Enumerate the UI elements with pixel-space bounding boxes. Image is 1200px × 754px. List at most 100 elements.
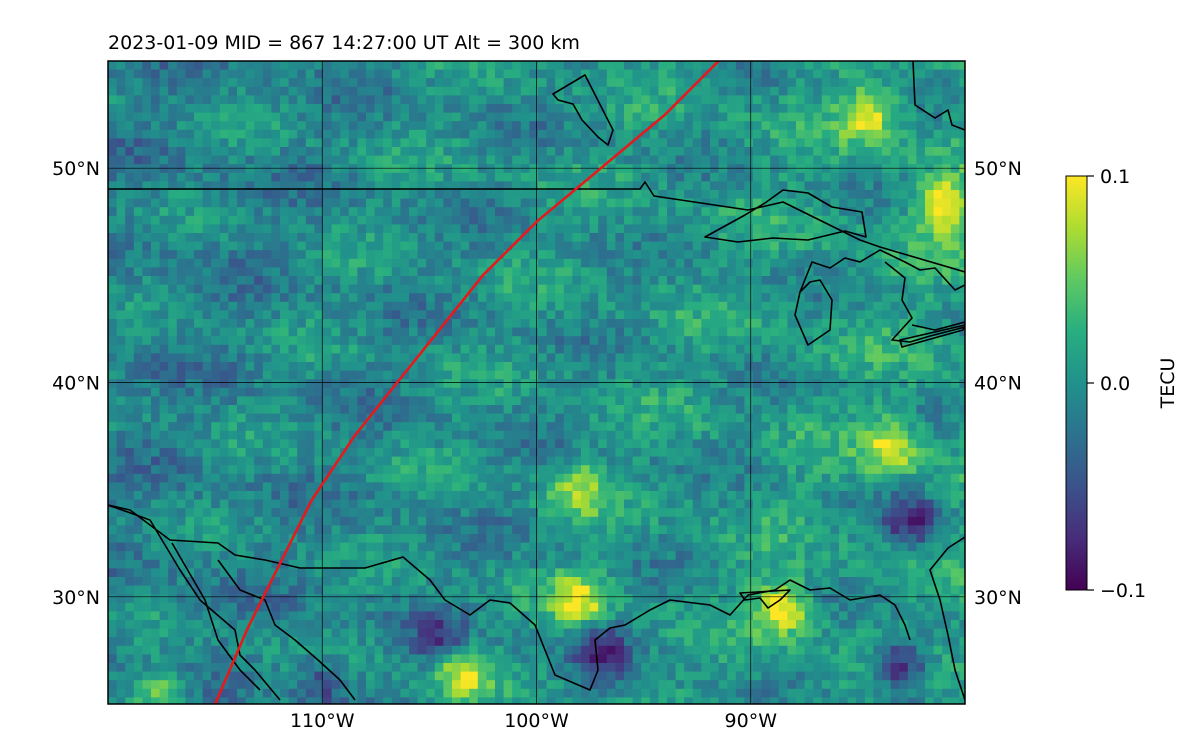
heatmap-cell [538, 430, 547, 440]
heatmap-cell [701, 267, 711, 277]
heatmap-cell [796, 267, 805, 277]
heatmap-cell [856, 413, 866, 423]
heatmap-cell [228, 284, 238, 294]
heatmap-cell [262, 215, 272, 225]
heatmap-cell [959, 258, 965, 268]
heatmap-cell [959, 473, 965, 483]
heatmap-cell [830, 190, 840, 199]
heatmap-cell [426, 112, 436, 122]
heatmap-cell [116, 258, 126, 268]
heatmap-cell [572, 258, 582, 268]
heatmap-cell [839, 121, 848, 131]
heatmap-cell [262, 301, 272, 311]
heatmap-cell [262, 413, 272, 423]
heatmap-cell [778, 379, 788, 389]
heatmap-cell [486, 413, 496, 423]
heatmap-cell [323, 456, 332, 466]
heatmap-cell [503, 276, 513, 285]
heatmap-cell [572, 129, 582, 139]
heatmap-cell [856, 86, 866, 96]
heatmap-cell [925, 267, 934, 277]
heatmap-cell [942, 353, 952, 363]
heatmap-cell [520, 198, 530, 208]
heatmap-cell [202, 233, 212, 242]
heatmap-cell [572, 319, 582, 328]
heatmap-cell [744, 344, 754, 354]
heatmap-cell [348, 155, 358, 165]
heatmap-cell [409, 61, 418, 70]
heatmap-cell [151, 190, 160, 199]
heatmap-cell [882, 327, 891, 337]
heatmap-cell [589, 284, 599, 294]
heatmap-cell [959, 379, 965, 389]
heatmap-cell [873, 215, 883, 225]
heatmap-cell [434, 138, 444, 148]
heatmap-cell [761, 301, 771, 311]
heatmap-cell [314, 207, 324, 217]
heatmap-cell [589, 370, 599, 380]
heatmap-cell [202, 121, 212, 131]
heatmap-cell [701, 241, 711, 251]
heatmap-cell [348, 95, 358, 105]
heatmap-cell [305, 181, 315, 191]
heatmap-cell [787, 362, 797, 371]
heatmap-cell [667, 267, 676, 277]
heatmap-cell [916, 172, 926, 182]
heatmap-cell [374, 78, 384, 88]
heatmap-cell [864, 430, 874, 440]
heatmap-cell [787, 293, 797, 303]
heatmap-cell [374, 379, 384, 389]
heatmap-cell [133, 147, 143, 156]
heatmap-cell [761, 405, 771, 414]
heatmap-cell [787, 465, 797, 475]
heatmap-cell [916, 155, 926, 165]
heatmap-cell [357, 164, 367, 174]
heatmap-cell [323, 396, 332, 406]
heatmap-cell [391, 78, 401, 88]
heatmap-cell [649, 456, 659, 466]
heatmap-cell [589, 250, 599, 260]
heatmap-cell [856, 430, 866, 440]
heatmap-cell [331, 78, 341, 88]
heatmap-cell [185, 284, 195, 294]
heatmap-cell [512, 284, 522, 294]
heatmap-cell [512, 439, 522, 449]
heatmap-cell [907, 353, 917, 363]
heatmap-cell [546, 310, 556, 320]
heatmap-cell [357, 129, 367, 139]
heatmap-cell [563, 121, 573, 131]
heatmap-cell [667, 181, 676, 191]
heatmap-cell [796, 138, 805, 148]
heatmap-cell [830, 284, 840, 294]
heatmap-cell [942, 405, 952, 414]
heatmap-cell [211, 362, 221, 371]
heatmap-cell [495, 121, 504, 131]
heatmap-cell [434, 121, 444, 131]
heatmap-cell [374, 112, 384, 122]
heatmap-cell [314, 112, 324, 122]
heatmap-cell [417, 482, 427, 492]
heatmap-cell [194, 422, 203, 432]
heatmap-cell [185, 138, 195, 148]
heatmap-cell [426, 267, 436, 277]
heatmap-cell [151, 422, 160, 432]
heatmap-cell [589, 448, 599, 457]
heatmap-cell [778, 353, 788, 363]
heatmap-cell [529, 198, 539, 208]
heatmap-cell [125, 215, 135, 225]
heatmap-cell [383, 241, 393, 251]
heatmap-cell [374, 327, 384, 337]
heatmap-cell [761, 336, 771, 346]
heatmap-cell [925, 207, 934, 217]
heatmap-cell [194, 465, 203, 475]
heatmap-cell [907, 370, 917, 380]
heatmap-cell [116, 422, 126, 432]
heatmap-cell [314, 456, 324, 466]
heatmap-cell [589, 155, 599, 165]
heatmap-cell [753, 396, 762, 406]
heatmap-cell [624, 405, 633, 414]
heatmap-cell [434, 293, 444, 303]
heatmap-cell [710, 379, 719, 389]
heatmap-cell [228, 327, 238, 337]
heatmap-cell [873, 439, 883, 449]
